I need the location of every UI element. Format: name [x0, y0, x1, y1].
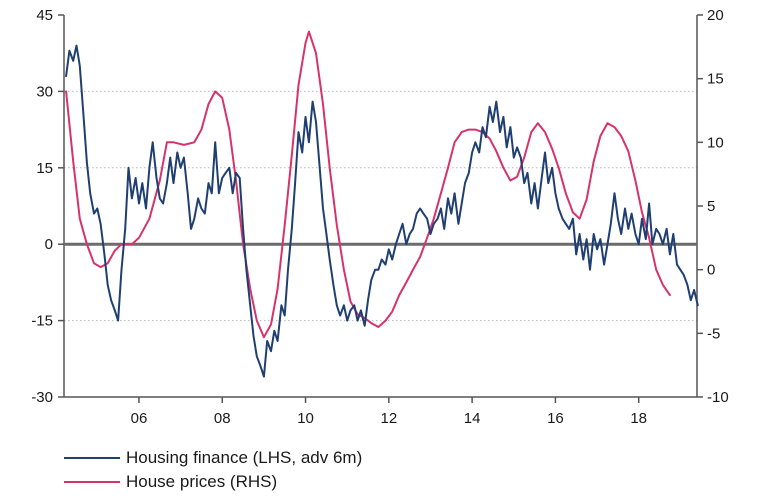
x-tick-label: 10 — [297, 410, 314, 427]
left-tick-label: 30 — [36, 83, 53, 100]
x-tick-label: 14 — [464, 410, 481, 427]
right-tick-label: 5 — [707, 198, 715, 215]
x-tick-label: 18 — [630, 410, 647, 427]
legend-label-house-prices: House prices (RHS) — [126, 472, 278, 491]
legend-item-house-prices: House prices (RHS) — [64, 470, 362, 494]
right-tick-label: -5 — [707, 325, 720, 342]
series-lines — [65, 30, 699, 378]
axes — [63, 15, 698, 398]
left-tick-label: 45 — [36, 7, 53, 24]
legend-item-housing-finance: Housing finance (LHS, adv 6m) — [64, 446, 362, 470]
right-tick-label: 20 — [707, 7, 724, 24]
x-tick-label: 12 — [380, 410, 397, 427]
legend-label-housing-finance: Housing finance (LHS, adv 6m) — [126, 448, 363, 467]
series-line — [65, 30, 671, 339]
x-ticks: 06 08 10 12 14 16 18 — [131, 397, 647, 427]
legend-swatch-house-prices — [64, 481, 120, 483]
legend-swatch-housing-finance — [64, 457, 120, 459]
legend: Housing finance (LHS, adv 6m) House pric… — [64, 446, 362, 494]
gridlines — [64, 90, 697, 322]
right-tick-label: 10 — [707, 134, 724, 151]
left-tick-label: 0 — [45, 236, 53, 253]
left-tick-label: -30 — [31, 389, 53, 406]
left-tick-label: 15 — [36, 160, 53, 177]
left-y-ticks: -30 -15 0 15 30 45 — [31, 7, 64, 406]
right-tick-label: 15 — [707, 71, 724, 88]
x-tick-label: 08 — [214, 410, 231, 427]
right-tick-label: -10 — [707, 389, 729, 406]
left-tick-label: -15 — [31, 313, 53, 330]
x-tick-label: 16 — [547, 410, 564, 427]
x-tick-label: 06 — [131, 410, 148, 427]
line-chart: -30 -15 0 15 30 45 -10 -5 0 5 10 15 20 06 08 10 12 14 16… — [31, 7, 729, 427]
right-tick-label: 0 — [707, 262, 715, 279]
series-line — [65, 44, 699, 378]
right-y-ticks: -10 -5 0 5 10 15 20 — [697, 7, 729, 406]
